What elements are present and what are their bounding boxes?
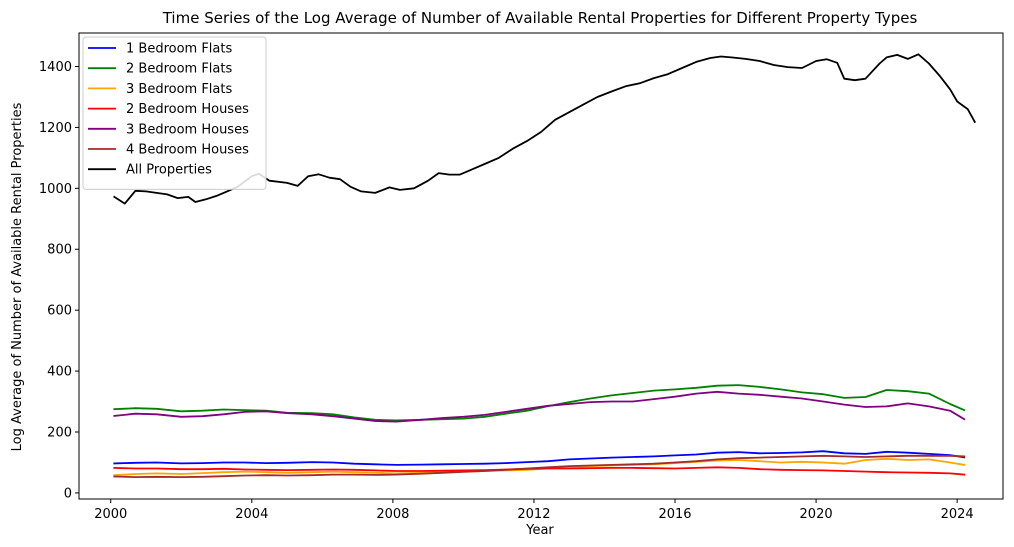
legend-label: 2 Bedroom Flats <box>126 62 232 77</box>
x-tick-label: 2024 <box>941 507 974 522</box>
y-tick-label: 0 <box>64 486 72 501</box>
x-axis-label: Year <box>525 523 554 538</box>
legend: 1 Bedroom Flats 2 Bedroom Flats 3 Bedroom … <box>82 36 267 190</box>
x-tick-label: 2012 <box>517 507 550 522</box>
y-tick-label: 200 <box>47 425 72 440</box>
chart-title: Time Series of the Log Average of Number… <box>162 9 918 27</box>
y-tick-label: 1200 <box>39 121 72 136</box>
series-line-5 <box>113 454 966 478</box>
legend-box <box>82 36 267 190</box>
legend-label: 1 Bedroom Flats <box>126 42 232 57</box>
legend-label: 3 Bedroom Houses <box>126 122 249 137</box>
legend-label: All Properties <box>126 163 212 178</box>
y-tick-label: 600 <box>47 304 72 319</box>
y-axis-label: Log Average of Number of Available Renta… <box>10 102 25 451</box>
y-tick-label: 1400 <box>39 60 72 75</box>
y-tick-label: 800 <box>47 243 72 258</box>
plot-frame <box>78 32 1004 500</box>
x-tick-label: 2020 <box>800 507 833 522</box>
series-line-0 <box>113 450 966 466</box>
x-tick-label: 2004 <box>235 507 268 522</box>
x-tick-label: 2000 <box>94 507 127 522</box>
y-tick-label: 400 <box>47 365 72 380</box>
y-tick-label: 1000 <box>39 182 72 197</box>
legend-label: 4 Bedroom Houses <box>126 143 249 158</box>
plot-area: 2000 2004 2008 2012 2016 2020 2024 0 200 400 600 80… <box>39 32 1004 522</box>
x-tick-label: 2008 <box>376 507 409 522</box>
legend-label: 3 Bedroom Flats <box>126 82 232 97</box>
x-tick-label: 2016 <box>658 507 691 522</box>
series-line-3 <box>113 466 966 476</box>
legend-label: 2 Bedroom Houses <box>126 102 249 117</box>
series-line-4 <box>113 390 966 423</box>
